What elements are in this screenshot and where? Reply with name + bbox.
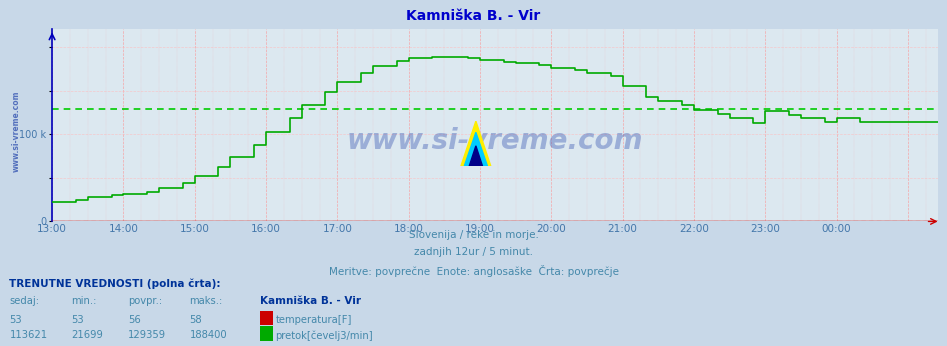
Text: zadnjih 12ur / 5 minut.: zadnjih 12ur / 5 minut.: [414, 247, 533, 257]
Text: Kamniška B. - Vir: Kamniška B. - Vir: [406, 9, 541, 22]
Text: maks.:: maks.:: [189, 296, 223, 306]
Text: temperatura[F]: temperatura[F]: [276, 315, 352, 325]
Text: 58: 58: [189, 315, 202, 325]
Text: min.:: min.:: [71, 296, 97, 306]
Text: 188400: 188400: [189, 330, 227, 340]
Text: www.si-vreme.com: www.si-vreme.com: [347, 127, 643, 155]
Text: 53: 53: [71, 315, 83, 325]
Text: 113621: 113621: [9, 330, 47, 340]
Text: sedaj:: sedaj:: [9, 296, 40, 306]
Polygon shape: [461, 121, 491, 166]
Polygon shape: [464, 133, 488, 166]
Text: Kamniška B. - Vir: Kamniška B. - Vir: [260, 296, 362, 306]
Text: TRENUTNE VREDNOSTI (polna črta):: TRENUTNE VREDNOSTI (polna črta):: [9, 279, 221, 289]
Text: Meritve: povprečne  Enote: anglosaške  Črta: povprečje: Meritve: povprečne Enote: anglosaške Črt…: [329, 265, 618, 277]
Text: 21699: 21699: [71, 330, 103, 340]
Text: 129359: 129359: [128, 330, 166, 340]
Text: 53: 53: [9, 315, 22, 325]
Polygon shape: [470, 146, 482, 166]
Text: 56: 56: [128, 315, 140, 325]
Text: Slovenija / reke in morje.: Slovenija / reke in morje.: [408, 230, 539, 240]
Text: povpr.:: povpr.:: [128, 296, 162, 306]
Text: www.si-vreme.com: www.si-vreme.com: [11, 91, 21, 172]
Text: pretok[čevelj3/min]: pretok[čevelj3/min]: [276, 330, 373, 341]
